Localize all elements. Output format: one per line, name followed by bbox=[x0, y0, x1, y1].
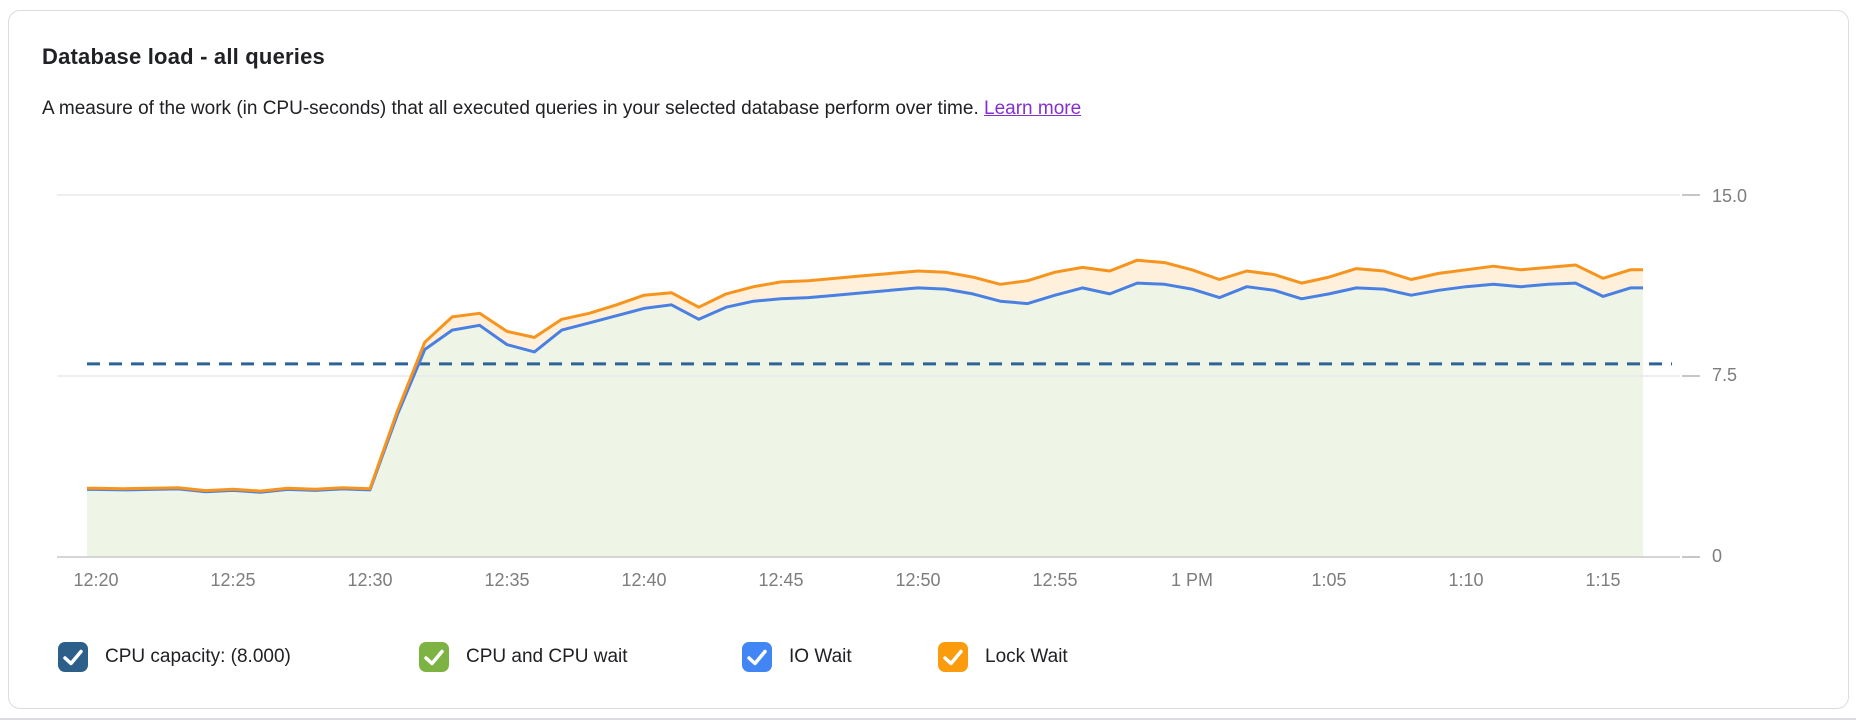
x-axis-label-12-40: 12:40 bbox=[621, 570, 667, 590]
learn-more-link[interactable]: Learn more bbox=[984, 98, 1082, 119]
page-title: Database load - all queries bbox=[42, 44, 325, 69]
x-axis-label-1-10: 1:10 bbox=[1448, 570, 1484, 590]
y-axis-label-0: 0 bbox=[1712, 546, 1723, 566]
x-axis-label-1-pm: 1 PM bbox=[1170, 570, 1213, 590]
y-axis-label-7-5: 7.5 bbox=[1712, 365, 1738, 385]
checkmark-icon bbox=[943, 649, 963, 666]
checkbox-lock-wait-checked[interactable] bbox=[938, 642, 968, 672]
legend-label-io-wait: IO Wait bbox=[789, 646, 852, 667]
x-axis-label-12-25: 12:25 bbox=[210, 570, 256, 590]
legend-item-io-wait[interactable]: IO Wait bbox=[742, 642, 852, 672]
x-axis-label-12-50: 12:50 bbox=[895, 570, 941, 590]
x-axis-label-12-55: 12:55 bbox=[1032, 570, 1078, 590]
x-axis-label-12-30: 12:30 bbox=[347, 570, 393, 590]
legend-item-lock-wait[interactable]: Lock Wait bbox=[938, 642, 1068, 672]
checkmark-icon bbox=[747, 649, 767, 666]
checkbox-io-wait-checked[interactable] bbox=[742, 642, 772, 672]
description-text: A measure of the work (in CPU-seconds) t… bbox=[42, 98, 979, 119]
checkmark-icon bbox=[424, 649, 444, 666]
legend-label-cpu-capacity-8-000: CPU capacity: (8.000) bbox=[105, 646, 291, 667]
legend-item-cpu-capacity-8-000[interactable]: CPU capacity: (8.000) bbox=[58, 642, 291, 672]
x-axis-label-1-05: 1:05 bbox=[1311, 570, 1347, 590]
legend-label-lock-wait: Lock Wait bbox=[985, 646, 1068, 667]
section-divider bbox=[0, 718, 1856, 720]
checkbox-cpu-and-cpu-wait-checked[interactable] bbox=[419, 642, 449, 672]
x-axis-label-1-15: 1:15 bbox=[1585, 570, 1621, 590]
legend-item-cpu-and-cpu-wait[interactable]: CPU and CPU wait bbox=[419, 642, 628, 672]
checkmark-icon bbox=[63, 649, 83, 666]
checkbox-cpu-capacity-8-000-checked[interactable] bbox=[58, 642, 88, 672]
y-axis-label-15: 15.0 bbox=[1712, 186, 1748, 206]
chart-description: A measure of the work (in CPU-seconds) t… bbox=[42, 98, 1081, 120]
legend-label-cpu-and-cpu-wait: CPU and CPU wait bbox=[466, 646, 628, 667]
x-axis-label-12-45: 12:45 bbox=[758, 570, 804, 590]
x-axis-label-12-20: 12:20 bbox=[73, 570, 119, 590]
x-axis-label-12-35: 12:35 bbox=[484, 570, 530, 590]
